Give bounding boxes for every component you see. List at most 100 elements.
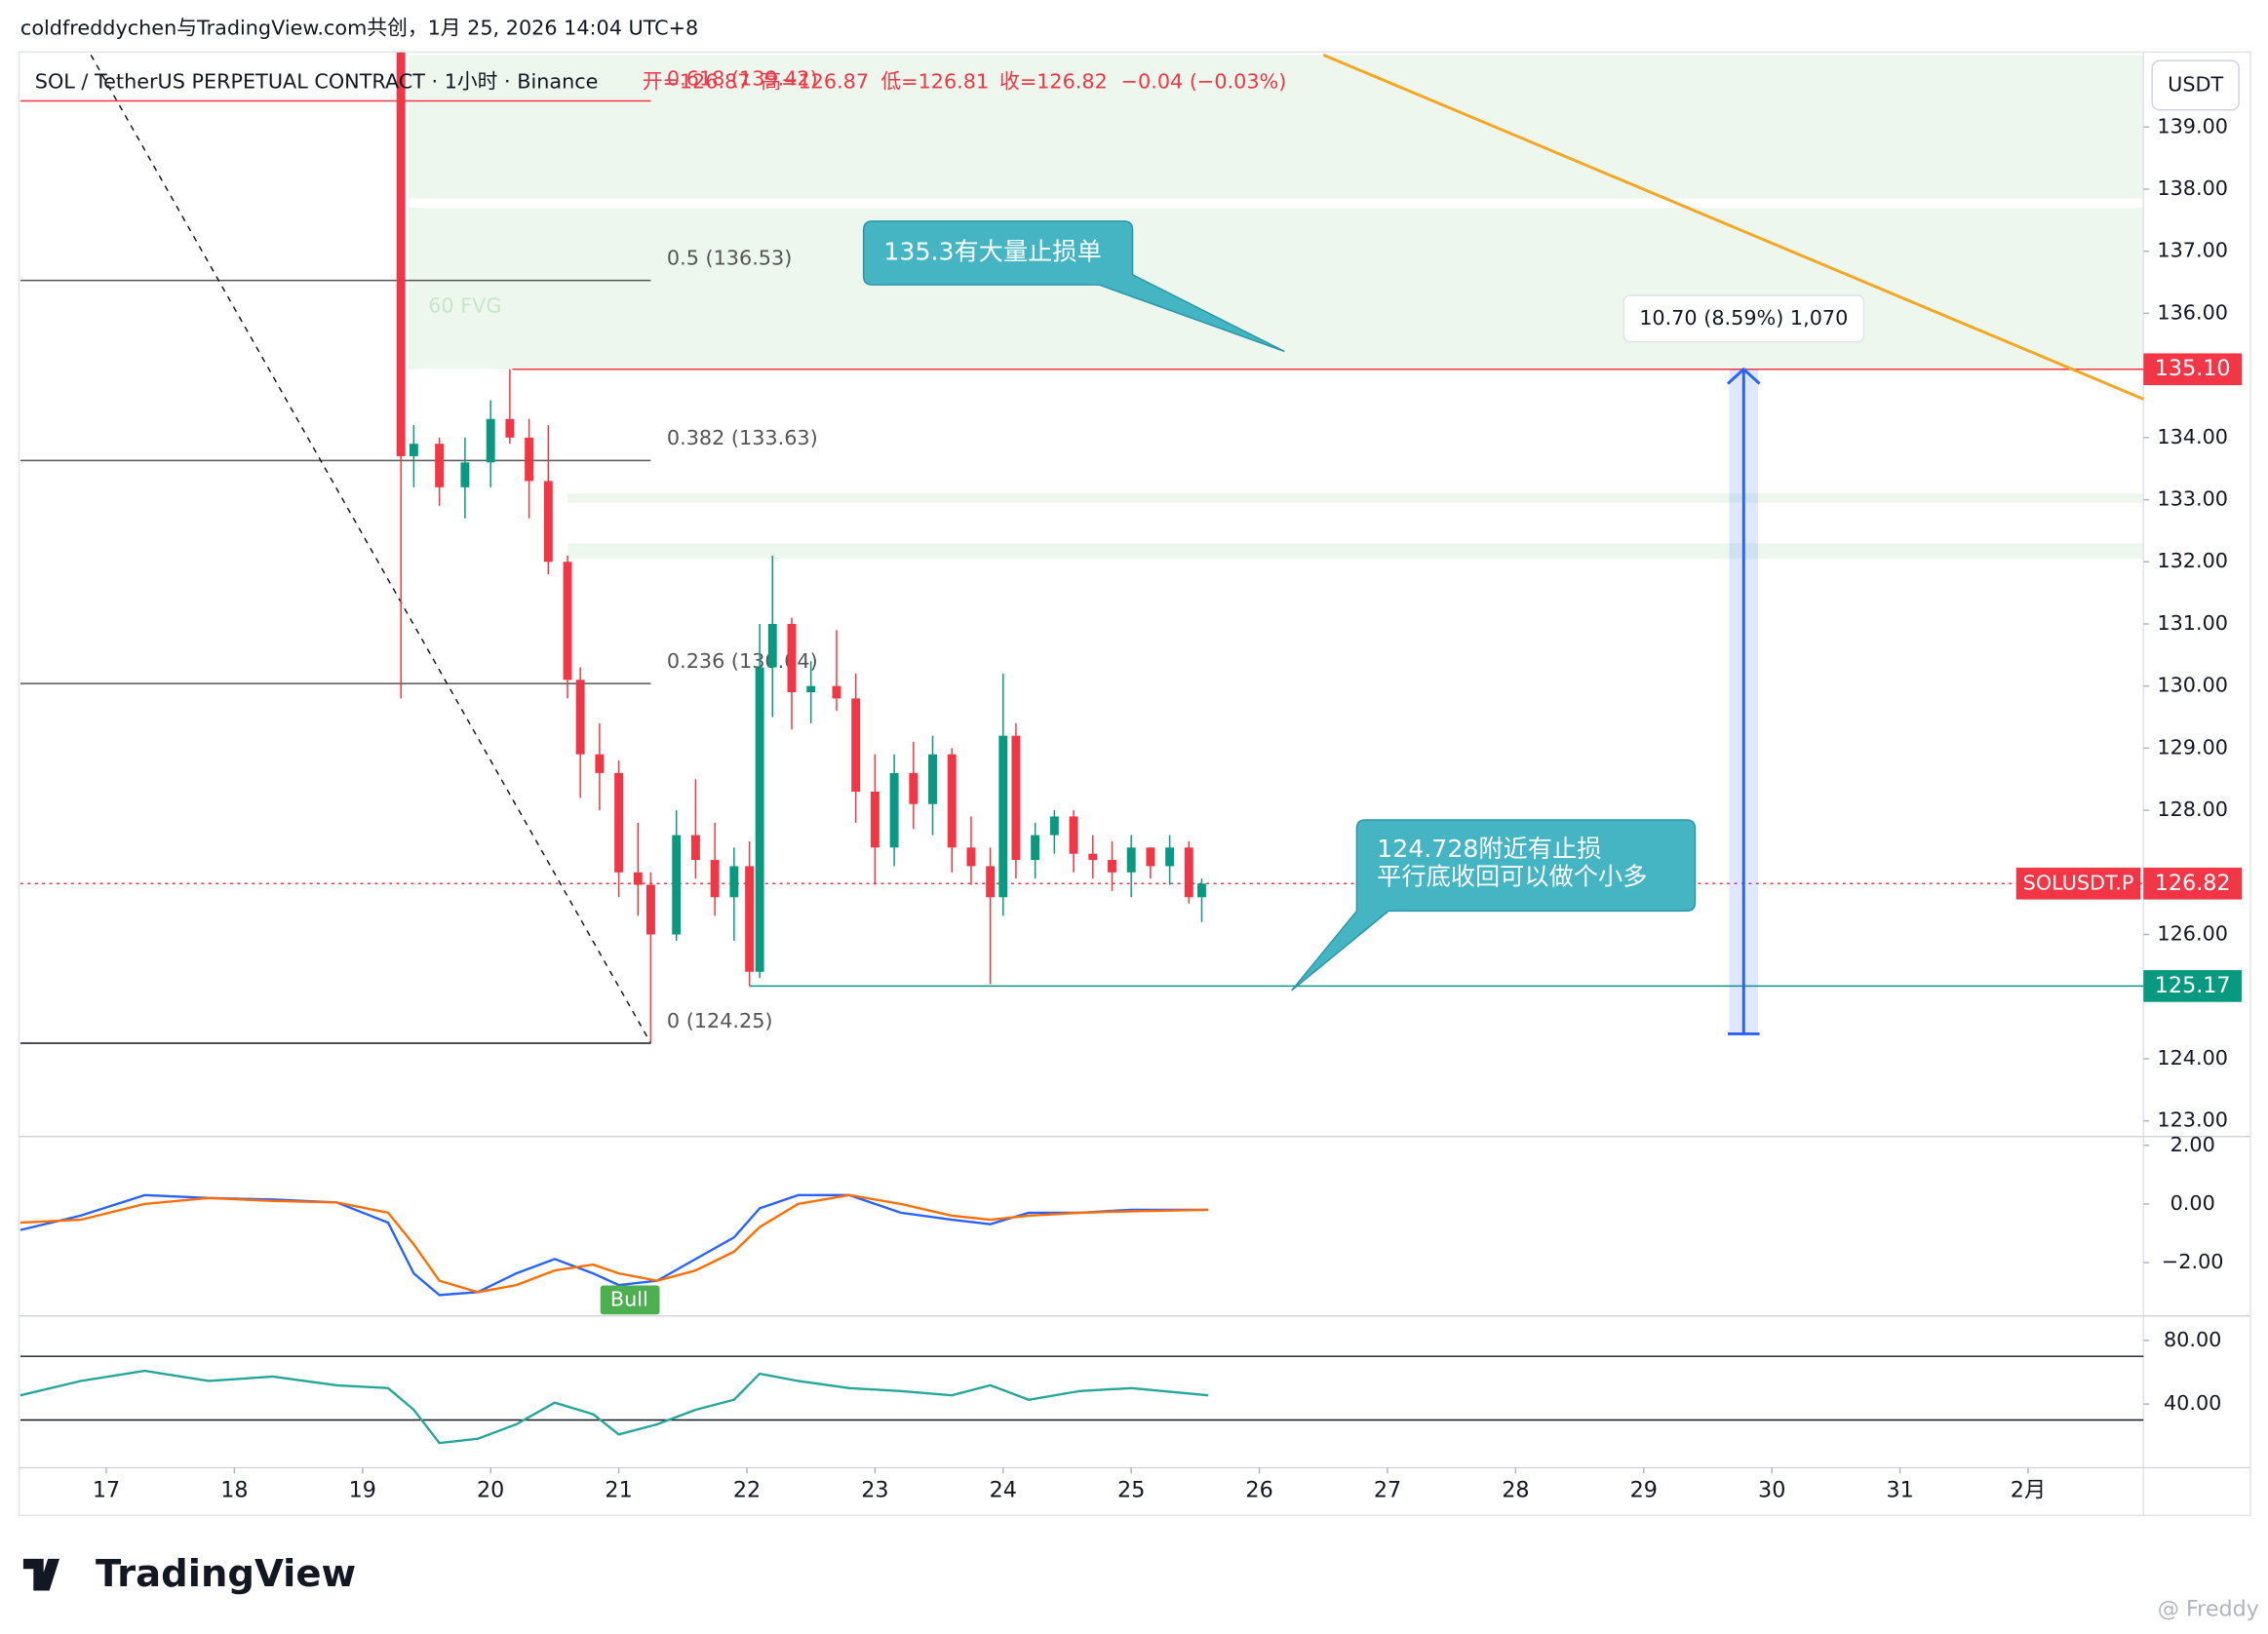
fvg-label: 60 FVG <box>428 293 501 317</box>
candle-body <box>409 444 418 456</box>
symbol-tag-label: SOLUSDT.P <box>2023 871 2134 894</box>
candle-body <box>966 847 976 867</box>
candle-body <box>755 667 764 972</box>
candle-body <box>1011 735 1021 861</box>
candle-body <box>543 481 553 563</box>
ohlc-close: 收=126.82 <box>999 70 1108 94</box>
y-tick-label: 124.00 <box>2157 1046 2228 1070</box>
x-tick-label: 30 <box>1758 1478 1785 1503</box>
y-tick-label: 0.00 <box>2170 1191 2215 1215</box>
fvg-zone <box>409 55 2144 199</box>
candle-body <box>889 772 899 848</box>
x-tick-label: 29 <box>1630 1478 1658 1503</box>
x-tick-label: 28 <box>1502 1478 1529 1503</box>
measure-label: 10.70 (8.59%) 1,070 <box>1639 306 1848 330</box>
x-tick-label: 27 <box>1374 1478 1401 1503</box>
x-tick-label: 18 <box>220 1478 248 1503</box>
logo-mark <box>22 1558 59 1591</box>
x-tick-label: 31 <box>1886 1478 1913 1503</box>
indicator-line <box>20 1193 1209 1294</box>
candle-body <box>986 866 996 898</box>
candle-body <box>1031 835 1040 861</box>
byline: coldfreddychen与TradingView.com共创，1月 25, … <box>20 17 698 40</box>
ohlc-low: 低=126.81 <box>880 70 989 94</box>
signal-label: Bull <box>610 1287 648 1310</box>
ohlc-change: −0.04 (−0.03%) <box>1121 70 1287 94</box>
candle-body <box>1197 883 1206 898</box>
measure-label-box <box>1623 294 1865 343</box>
candle-body <box>486 418 495 463</box>
candle-body <box>575 680 585 755</box>
symbol-tag <box>2015 867 2141 900</box>
y-tick-label: 136.00 <box>2157 300 2228 324</box>
trend-line <box>90 54 652 1044</box>
candle-body <box>787 623 797 693</box>
y-tick-label: 128.00 <box>2157 798 2228 821</box>
callout <box>1291 819 1697 992</box>
x-tick-label: 19 <box>349 1478 376 1503</box>
indicator-line <box>20 1369 1209 1445</box>
x-tick-label: 2月 <box>2011 1478 2046 1503</box>
y-tick-label: 131.00 <box>2157 611 2228 635</box>
y-tick-label: 80.00 <box>2164 1328 2221 1351</box>
y-tick-label: 134.00 <box>2157 425 2228 448</box>
y-tick-label: 126.00 <box>2157 922 2228 946</box>
y-tick-label: 133.00 <box>2157 487 2228 511</box>
x-tick-label: 24 <box>990 1478 1017 1503</box>
fib-label: 0.382 (133.63) <box>667 426 818 449</box>
candle-body <box>690 835 700 861</box>
candle-body <box>1088 853 1098 861</box>
y-tick-label: 2.00 <box>2170 1133 2215 1156</box>
logo-text: TradingView <box>96 1552 356 1596</box>
y-tick-label: 40.00 <box>2164 1391 2221 1415</box>
candle-body <box>928 754 937 804</box>
fib-label: 0.618 (139.42) <box>667 66 818 90</box>
y-tick-label: 130.00 <box>2157 674 2228 697</box>
fib-label: 0.5 (136.53) <box>667 246 792 269</box>
callout-text: 135.3有大量止损单 <box>883 238 1101 266</box>
y-tick-label: 139.00 <box>2157 114 2228 137</box>
candle-body <box>767 623 777 668</box>
candle-body <box>1146 847 1155 867</box>
currency-box[interactable] <box>2151 59 2240 111</box>
watermark: @ Freddy <box>2158 1596 2259 1621</box>
candle-body <box>851 698 861 792</box>
candle-body <box>460 462 470 487</box>
frame <box>18 51 2251 1517</box>
price-tag <box>2143 353 2243 386</box>
price-tag-label: 126.82 <box>2155 871 2231 896</box>
candle-body <box>710 860 720 898</box>
y-tick-label: 129.00 <box>2157 735 2228 759</box>
plot: 17 18 19 20 21 22 23 24 25 26 27 28 29 30 31 2月 60 FVG 12… <box>20 52 2243 1503</box>
fib-label: 0 (124.25) <box>667 1009 773 1032</box>
fvg-zone <box>567 543 2144 560</box>
signal-box <box>600 1285 660 1315</box>
candle-body <box>729 866 739 898</box>
candle-body <box>745 866 755 972</box>
x-tick-label: 20 <box>477 1478 504 1503</box>
price-tag-label: 125.17 <box>2155 973 2231 998</box>
candle-body <box>563 562 572 681</box>
y-tick-label: 132.00 <box>2157 549 2228 572</box>
candle-body <box>947 754 957 848</box>
candle-body <box>1069 816 1078 854</box>
candle-body <box>435 444 445 487</box>
x-tick-label: 26 <box>1245 1478 1272 1503</box>
trend-line <box>1322 53 2144 401</box>
fvg-zone <box>567 493 2144 503</box>
logo: TradingView <box>22 1552 356 1596</box>
candle-body <box>595 754 605 773</box>
candle-body <box>1165 847 1175 867</box>
candle-body <box>806 685 816 693</box>
x-tick-label: 22 <box>733 1478 761 1503</box>
x-tick-label: 25 <box>1117 1478 1145 1503</box>
candle-body <box>396 52 406 456</box>
price-tag <box>2143 970 2243 1002</box>
candle-body <box>505 418 515 438</box>
currency[interactable]: USDT <box>2168 73 2223 97</box>
candle-body <box>672 835 682 935</box>
y-tick-label: 138.00 <box>2157 176 2228 200</box>
ohlc-high: 高=126.87 <box>761 70 869 94</box>
